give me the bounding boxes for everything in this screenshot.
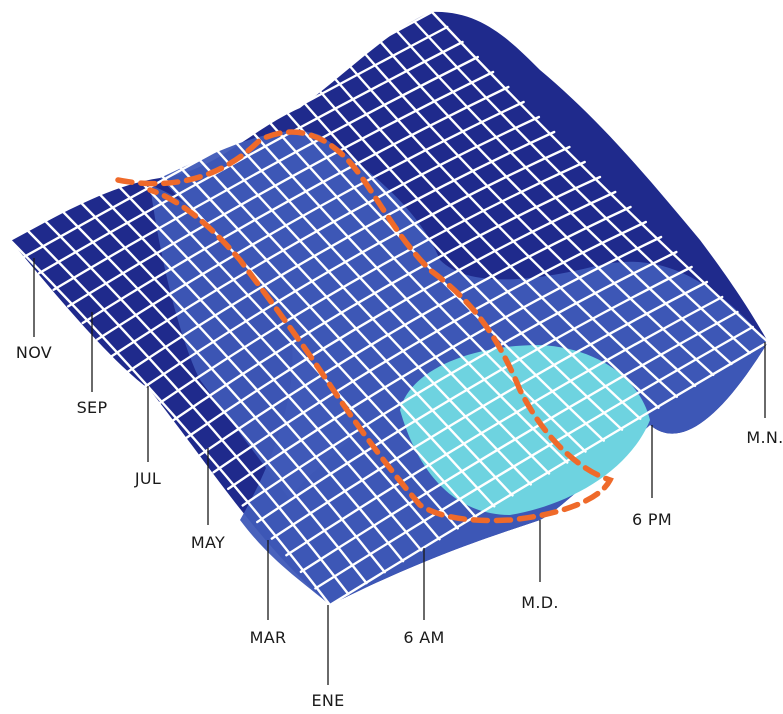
grid-line-hour xyxy=(79,200,405,563)
grid-line-hour xyxy=(61,210,386,574)
grid-line-hour xyxy=(202,134,532,486)
grid-line-hour xyxy=(307,77,642,420)
grid-line-hour xyxy=(378,39,715,377)
month-tick-label: SEP xyxy=(77,398,108,417)
grid-line-month xyxy=(226,235,663,491)
surface-mid-region-left xyxy=(150,185,360,500)
grid-line-month xyxy=(197,205,632,457)
month-tick-label: NOV xyxy=(16,343,52,362)
grid-line-month xyxy=(314,325,754,590)
grid-line-hour xyxy=(254,105,587,453)
hour-tick-label: M.N. xyxy=(746,428,783,447)
grid-line-hour xyxy=(114,181,441,541)
surface-grid xyxy=(8,10,770,607)
grid-line-hour xyxy=(290,86,624,431)
grid-line-hour xyxy=(43,219,368,585)
grid-line-month xyxy=(96,100,525,341)
month-tick-label: MAY xyxy=(191,533,225,552)
grid-line-month xyxy=(81,85,510,325)
grid-line-hour xyxy=(413,20,751,355)
grid-line-month xyxy=(154,160,586,408)
hour-tick-label: 6 PM xyxy=(632,510,672,529)
grid-line-hour xyxy=(395,29,733,366)
grid-line-month xyxy=(110,115,541,358)
grid-line-hour xyxy=(8,238,332,607)
grid-line-month xyxy=(212,220,648,474)
grid-line-month xyxy=(139,145,571,391)
grid-line-month xyxy=(241,250,678,507)
grid-line-month xyxy=(183,190,617,441)
grid-line-hour xyxy=(184,143,514,497)
grid-line-hour xyxy=(149,162,478,519)
grid-line-hour xyxy=(430,10,770,344)
grid-line-hour xyxy=(237,115,569,464)
grid-line-hour xyxy=(131,172,459,530)
month-axis: NOV SEP JUL MAY MAR ENE xyxy=(16,258,344,710)
grid-line-month xyxy=(23,25,449,258)
grid-line-hour xyxy=(342,58,678,398)
grid-line-month xyxy=(37,40,464,275)
grid-line-hour xyxy=(167,153,496,508)
month-tick-label: ENE xyxy=(311,691,344,710)
grid-line-hour xyxy=(325,67,660,409)
grid-line-month xyxy=(328,340,770,607)
highlight-contour xyxy=(115,129,614,524)
hour-axis: 6 AM M.D. 6 PM M.N. xyxy=(403,342,783,647)
grid-line-hour xyxy=(96,191,423,552)
grid-line-hour xyxy=(219,124,551,475)
grid-line-hour xyxy=(360,48,697,388)
grid-line-month xyxy=(299,310,739,574)
hour-tick-label: M.D. xyxy=(521,593,559,612)
hour-tick-label: 6 AM xyxy=(403,628,444,647)
grid-line-month xyxy=(125,130,556,374)
grid-line-month xyxy=(256,265,693,524)
grid-line-month xyxy=(168,175,602,424)
month-tick-label: JUL xyxy=(134,469,161,488)
month-tick-label: MAR xyxy=(250,628,287,647)
grid-line-hour xyxy=(26,229,350,596)
